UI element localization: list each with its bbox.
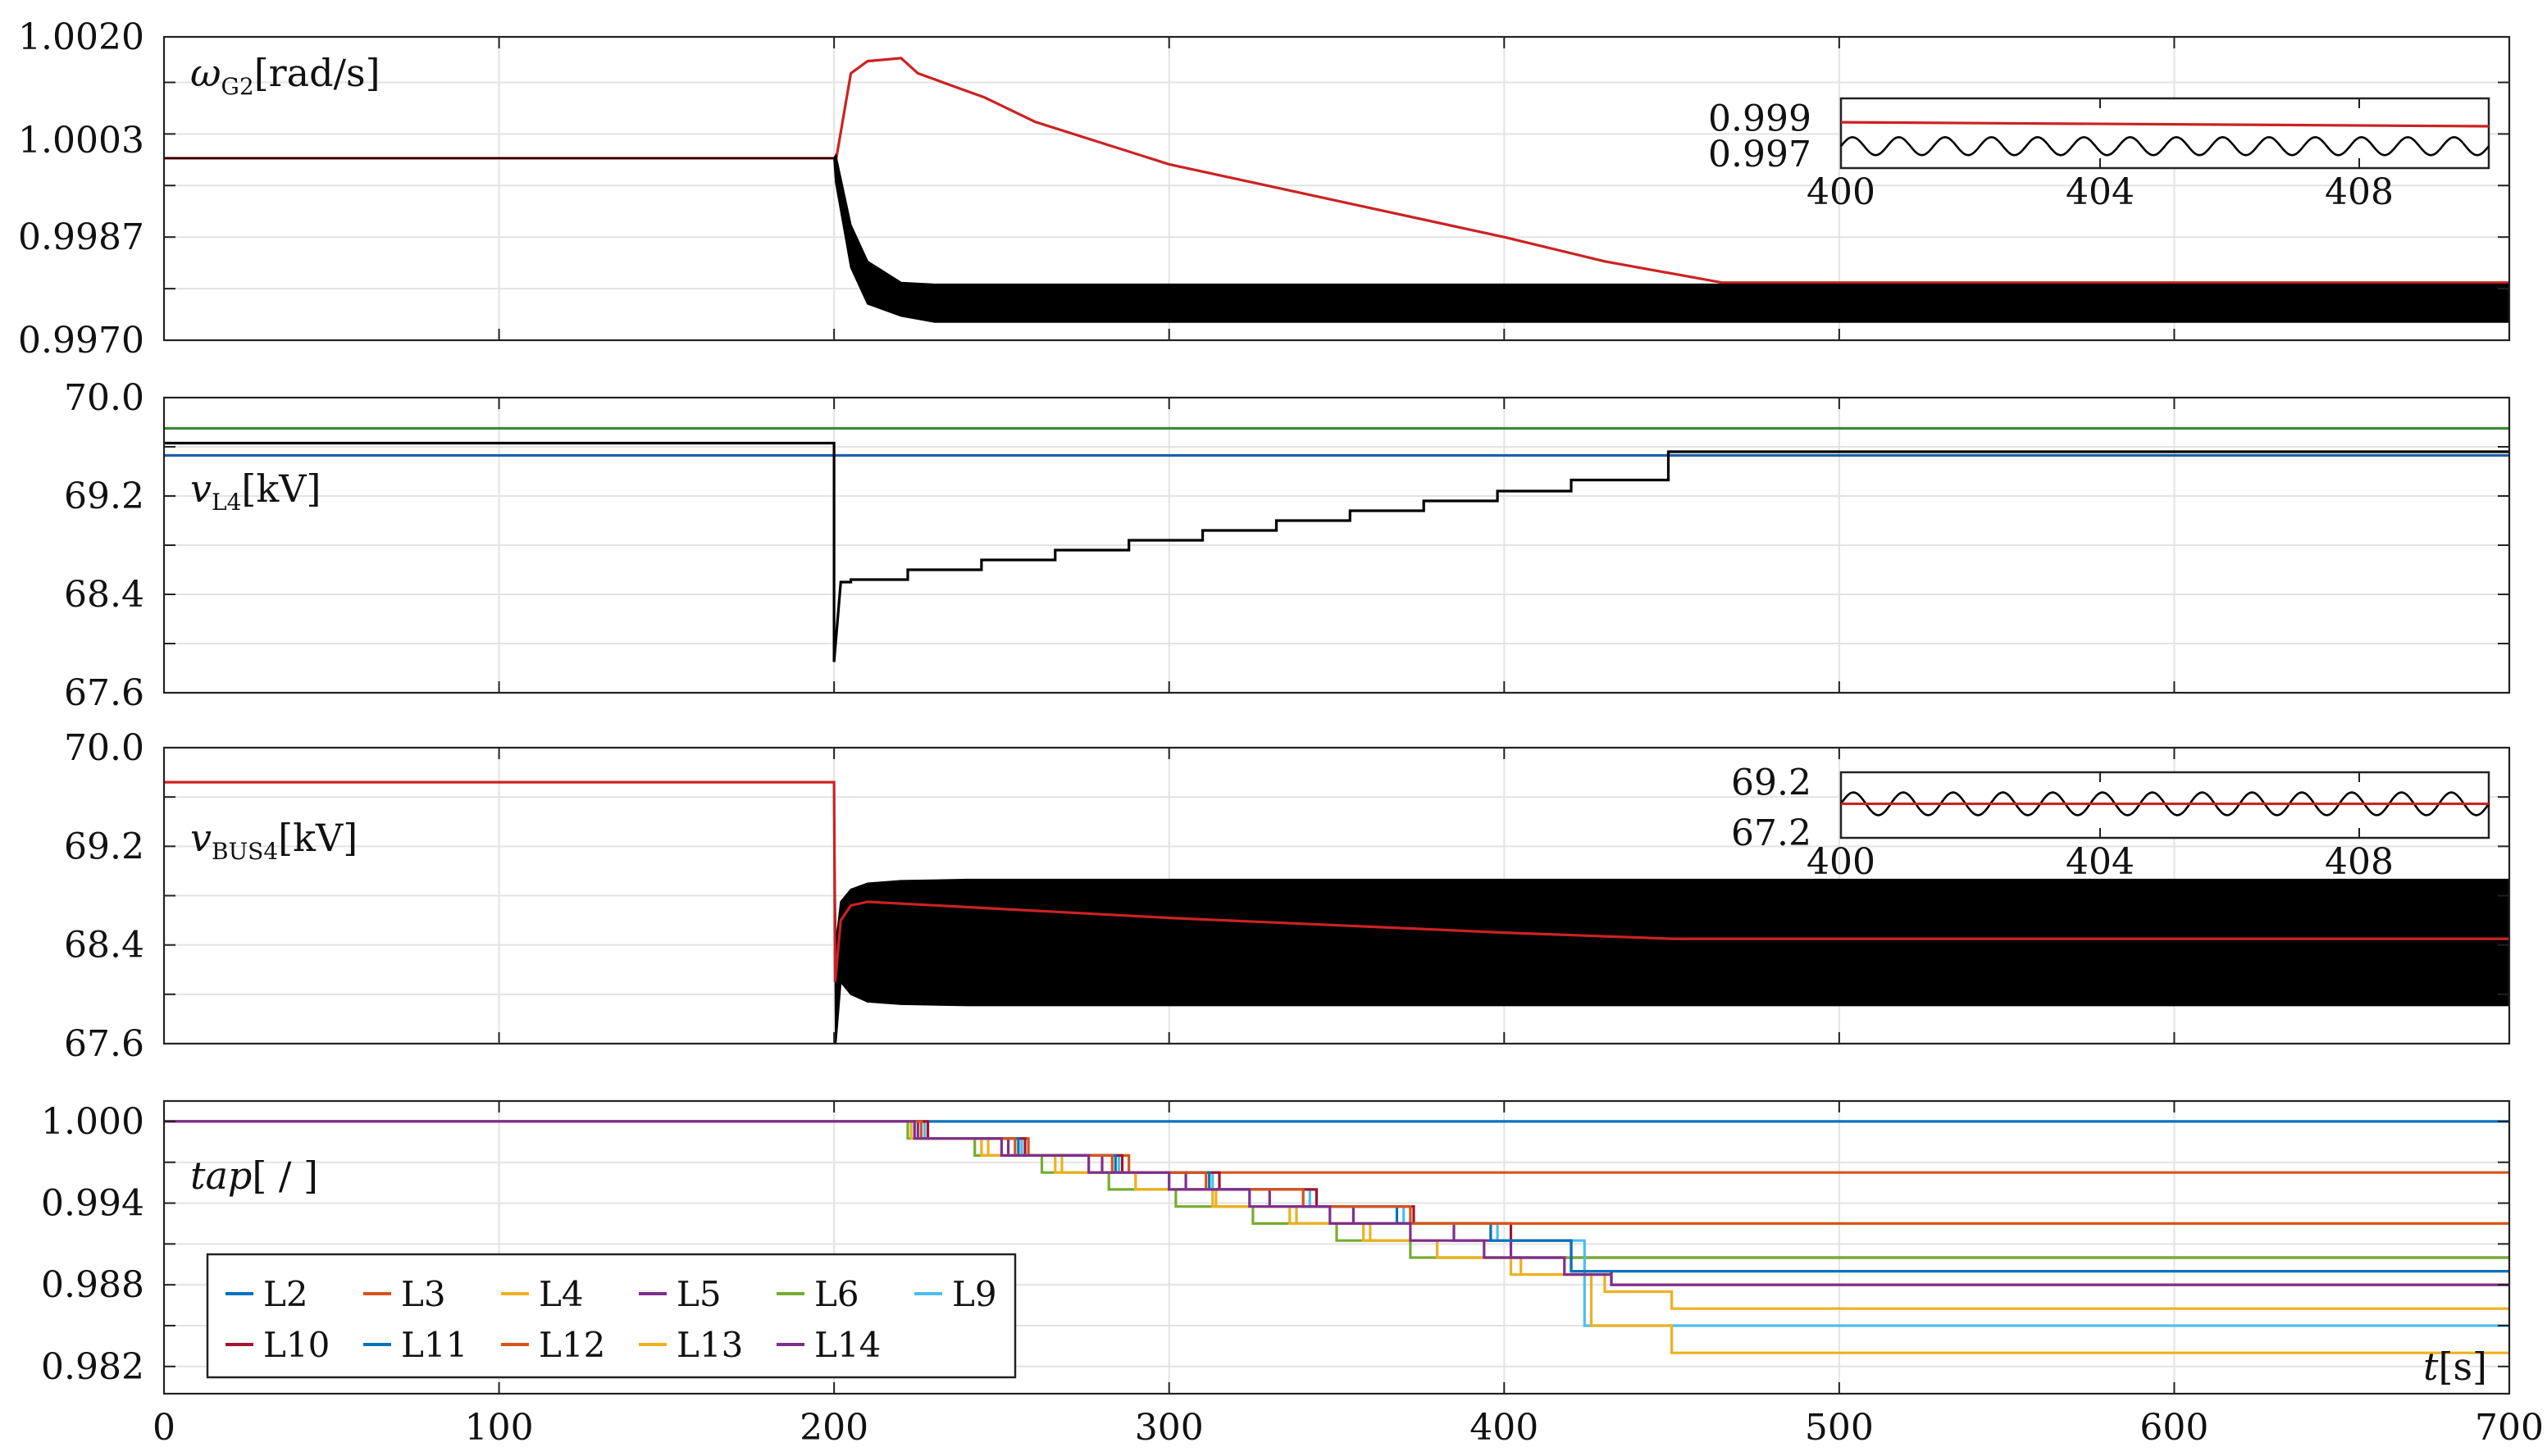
y-tick-label: 69.2 bbox=[64, 826, 144, 867]
y-axis-label: vL4[kV] bbox=[190, 466, 321, 516]
legend-label: L4 bbox=[539, 1274, 584, 1314]
inset-x-tick-label: 404 bbox=[2066, 841, 2135, 883]
inset-oscillation bbox=[1839, 136, 2490, 157]
series-band-0 bbox=[164, 781, 2509, 1044]
inset-y-tick-label: 69.2 bbox=[1731, 762, 1811, 803]
x-tick-label: 200 bbox=[800, 1407, 868, 1449]
inset-x-tick-label: 400 bbox=[1807, 841, 1875, 883]
y-tick-label: 67.6 bbox=[64, 672, 144, 714]
legend-box bbox=[206, 1253, 1017, 1379]
inset-y-tick-label: 67.2 bbox=[1731, 812, 1811, 854]
x-tick-label: 500 bbox=[1805, 1407, 1874, 1449]
inset-frame bbox=[1839, 97, 2490, 170]
inset-x-tick-label: 400 bbox=[1807, 171, 1875, 213]
y-axis-label: tap[ / ] bbox=[190, 1153, 318, 1198]
series-l4 bbox=[164, 1120, 2509, 1310]
inset-red-line bbox=[1840, 121, 2490, 128]
y-tick-label: 1.0003 bbox=[18, 120, 144, 162]
series-l13 bbox=[164, 1120, 2509, 1354]
legend-label: L9 bbox=[952, 1274, 997, 1314]
y-tick-label: 0.988 bbox=[41, 1264, 144, 1306]
legend-label: L6 bbox=[814, 1274, 859, 1314]
x-tick-label: 300 bbox=[1135, 1407, 1204, 1449]
legend-label: L14 bbox=[814, 1325, 881, 1365]
plot-area bbox=[164, 1120, 2509, 1354]
y-tick-label: 1.000 bbox=[41, 1101, 144, 1143]
x-tick-label: 0 bbox=[153, 1407, 175, 1449]
legend-label: L11 bbox=[401, 1325, 467, 1365]
inset-x-tick-label: 408 bbox=[2325, 171, 2394, 213]
x-axis-label: t[s] bbox=[2423, 1345, 2487, 1389]
axes-frame bbox=[162, 35, 2511, 342]
y-tick-label: 0.9987 bbox=[18, 216, 144, 258]
series-l3 bbox=[164, 1120, 2509, 1174]
plot-area bbox=[164, 426, 2509, 662]
y-tick-label: 0.9970 bbox=[18, 320, 144, 362]
series-l6 bbox=[164, 1120, 2509, 1259]
inset-y-tick-label: 0.999 bbox=[1708, 98, 1811, 139]
y-tick-label: 70.0 bbox=[64, 727, 144, 769]
inset-y-tick-label: 0.997 bbox=[1708, 134, 1811, 175]
legend-label: L5 bbox=[677, 1274, 722, 1314]
legend-label: L2 bbox=[263, 1274, 308, 1314]
y-axis-label: ωG2[rad/s] bbox=[190, 51, 380, 100]
series-l14 bbox=[164, 1120, 2509, 1286]
y-tick-label: 0.994 bbox=[41, 1183, 144, 1225]
panel-2: 70.0 69.2 68.4 67.6 vL4[kV] bbox=[64, 377, 2511, 714]
x-tick-label: 700 bbox=[2475, 1407, 2544, 1449]
panel-3: 70.0 69.2 68.4 67.6 vBUS4[kV] 400 404 408 69.2 67… bbox=[64, 727, 2511, 1065]
x-tick-label: 400 bbox=[1469, 1407, 1538, 1449]
y-tick-label: 68.4 bbox=[64, 925, 144, 967]
y-tick-label: 69.2 bbox=[64, 475, 144, 517]
legend: L2 L3 L4 L5 L6 L9 L10 L11 L12 L13 L14 bbox=[206, 1253, 1017, 1379]
plot-area bbox=[164, 57, 2509, 323]
x-tick-label: 600 bbox=[2139, 1407, 2208, 1449]
series-line-1 bbox=[164, 780, 2509, 982]
panel-1: 1.0020 1.0003 0.9987 0.9970 ωG2[rad/s] 400 404… bbox=[18, 16, 2511, 362]
inset-x-tick-label: 404 bbox=[2066, 171, 2135, 213]
inset-3: 400 404 408 69.2 67.2 bbox=[1731, 762, 2490, 883]
y-tick-label: 0.982 bbox=[41, 1346, 144, 1388]
series-line-0 bbox=[164, 57, 2509, 284]
legend-label: L10 bbox=[263, 1325, 330, 1365]
x-tick-label: 100 bbox=[465, 1407, 534, 1449]
plot-area bbox=[164, 780, 2509, 1044]
legend-label: L3 bbox=[401, 1274, 446, 1314]
y-axis-label: vBUS4[kV] bbox=[190, 816, 358, 865]
series-band-1 bbox=[164, 152, 2509, 323]
y-tick-label: 67.6 bbox=[64, 1023, 144, 1065]
y-tick-label: 1.0020 bbox=[18, 16, 144, 58]
y-tick-label: 70.0 bbox=[64, 377, 144, 419]
legend-label: L13 bbox=[677, 1325, 743, 1365]
series-l11 bbox=[164, 1120, 2509, 1273]
y-tick-label: 68.4 bbox=[64, 574, 144, 616]
axes-frame bbox=[162, 1099, 2511, 1395]
series-line-2 bbox=[164, 441, 2509, 662]
inset-x-tick-label: 408 bbox=[2325, 841, 2394, 883]
legend-label: L12 bbox=[539, 1325, 605, 1365]
